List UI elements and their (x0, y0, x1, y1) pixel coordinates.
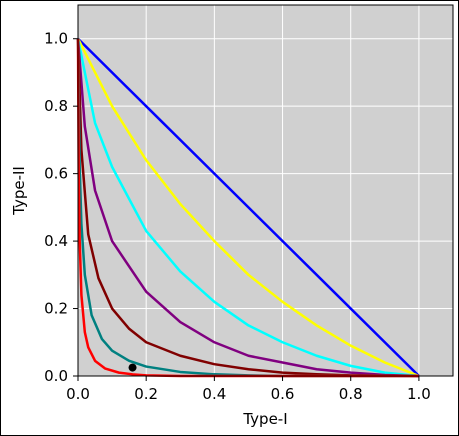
plot-frame (77, 4, 454, 377)
points-group (128, 363, 137, 372)
series-line-3 (76, 38, 420, 378)
y-tick-label: 0.8 (44, 97, 68, 115)
series-line-4 (76, 38, 419, 378)
series-line-1 (77, 37, 420, 377)
y-tick-label: 0.0 (44, 367, 68, 385)
x-tick-label: 0.6 (271, 385, 295, 403)
x-tick-label: 0.0 (66, 385, 90, 403)
y-axis-label: Type-II (10, 166, 28, 216)
x-axis-ticks: 0.0 0.2 0.4 0.6 0.8 1.0 (66, 376, 431, 403)
y-tick-label: 1.0 (44, 30, 68, 48)
series-line-2 (76, 38, 420, 378)
plot-area (78, 5, 453, 376)
x-tick-label: 1.0 (407, 385, 431, 403)
marker-point (128, 363, 137, 372)
y-tick-label: 0.4 (44, 232, 68, 250)
y-tick-label: 0.6 (44, 165, 68, 183)
x-tick-label: 0.2 (134, 385, 158, 403)
x-tick-label: 0.8 (339, 385, 363, 403)
x-tick-label: 0.4 (202, 385, 226, 403)
x-axis-label: Type-I (242, 410, 287, 428)
y-tick-label: 0.2 (44, 300, 68, 318)
y-axis-ticks: 0.0 0.2 0.4 0.6 0.8 1.0 (44, 30, 78, 385)
